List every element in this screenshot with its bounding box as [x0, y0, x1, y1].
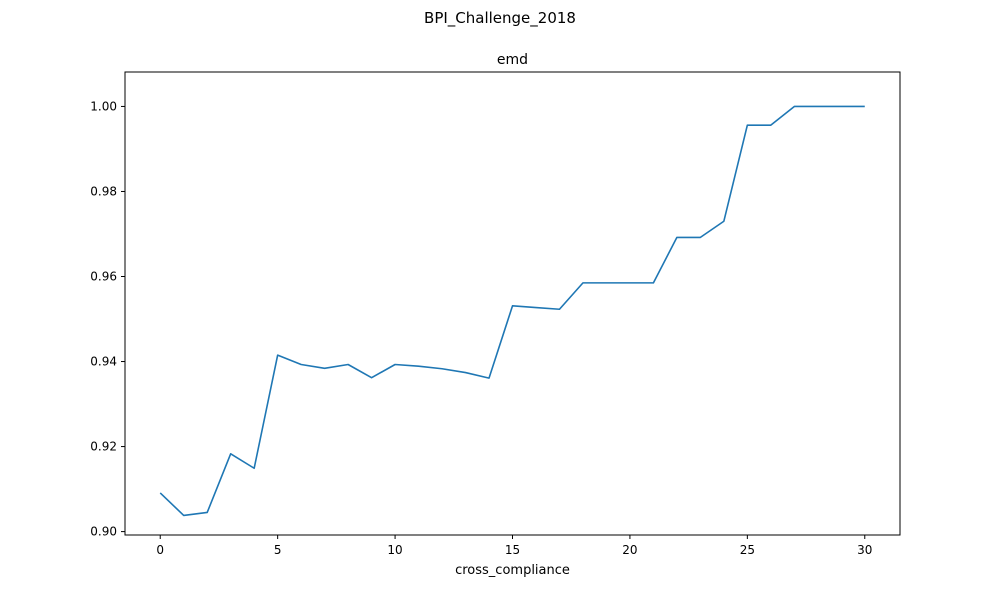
y-tick-label: 0.98	[90, 184, 117, 198]
plot-frame	[124, 71, 901, 536]
x-axis-label: cross_compliance	[455, 563, 570, 578]
axes: 0 5 10 15 20 25 30 0.90 0.92 0.94 0.96 0.98 1.00	[90, 99, 872, 557]
y-tick-label: 0.96	[90, 270, 117, 284]
series-group	[159, 105, 865, 517]
x-tick-label: 10	[387, 543, 402, 557]
figure-suptitle: BPI_Challenge_2018	[424, 9, 576, 28]
x-tick-label: 30	[857, 543, 872, 557]
y-tick-label: 0.92	[90, 440, 117, 454]
x-tick-label: 5	[274, 543, 282, 557]
y-tick-label: 0.90	[90, 525, 117, 539]
x-tick-label: 25	[740, 543, 755, 557]
x-tick-label: 0	[156, 543, 164, 557]
chart-title: emd	[497, 52, 528, 68]
y-tick-label: 1.00	[90, 99, 117, 113]
series-line	[159, 105, 865, 517]
x-tick-label: 20	[622, 543, 637, 557]
x-tick-label: 15	[505, 543, 520, 557]
y-tick-label: 0.94	[90, 355, 117, 369]
